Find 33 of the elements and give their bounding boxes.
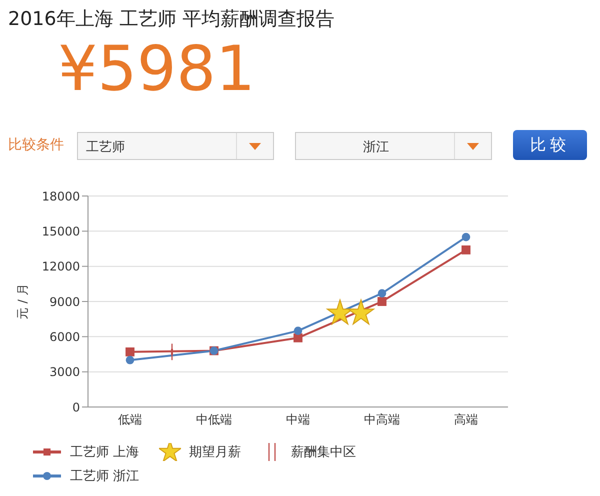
point [462,245,470,254]
point [294,326,302,335]
point [462,232,470,242]
y-tick-label: 3000 [49,365,80,380]
point [378,297,386,306]
y-axis-title: 元 / 月 [15,284,30,320]
x-tick-label: 低端 [118,412,142,427]
y-tick-label: 15000 [42,224,80,238]
chart-subtitle: ¥5981 [58,32,256,105]
compare-button: 比较 [513,130,587,160]
point [294,333,302,342]
chart-title: 2016年上海 工艺师 平均薪酬调查报告 [8,7,334,32]
point [126,347,134,356]
dropdown-field: 工艺师 [77,132,274,160]
legend-label: 工艺师 上海 [70,444,140,461]
y-tick-label: 9000 [49,294,80,309]
x-tick-label: 中端 [286,412,310,427]
x-tick-label: 中高端 [364,412,400,427]
legend-label: 期望月薪 [189,444,242,461]
point [126,356,134,364]
y-tick-label: 0 [72,400,80,414]
y-tick-label: 6000 [49,330,80,344]
point [348,299,374,325]
y-tick-label: 18000 [42,189,80,204]
y-tick-label: 12000 [42,260,80,274]
point [326,299,354,325]
x-tick-label: 中低端 [196,412,232,427]
x-tick-label: 高端 [454,412,478,427]
legend-label: 工艺师 浙江 [70,468,140,485]
point [378,289,386,298]
legend-label: 薪酬集中区 [291,444,356,461]
dropdown-field: 浙江 [295,132,492,160]
text: 比较条件 [8,136,64,154]
